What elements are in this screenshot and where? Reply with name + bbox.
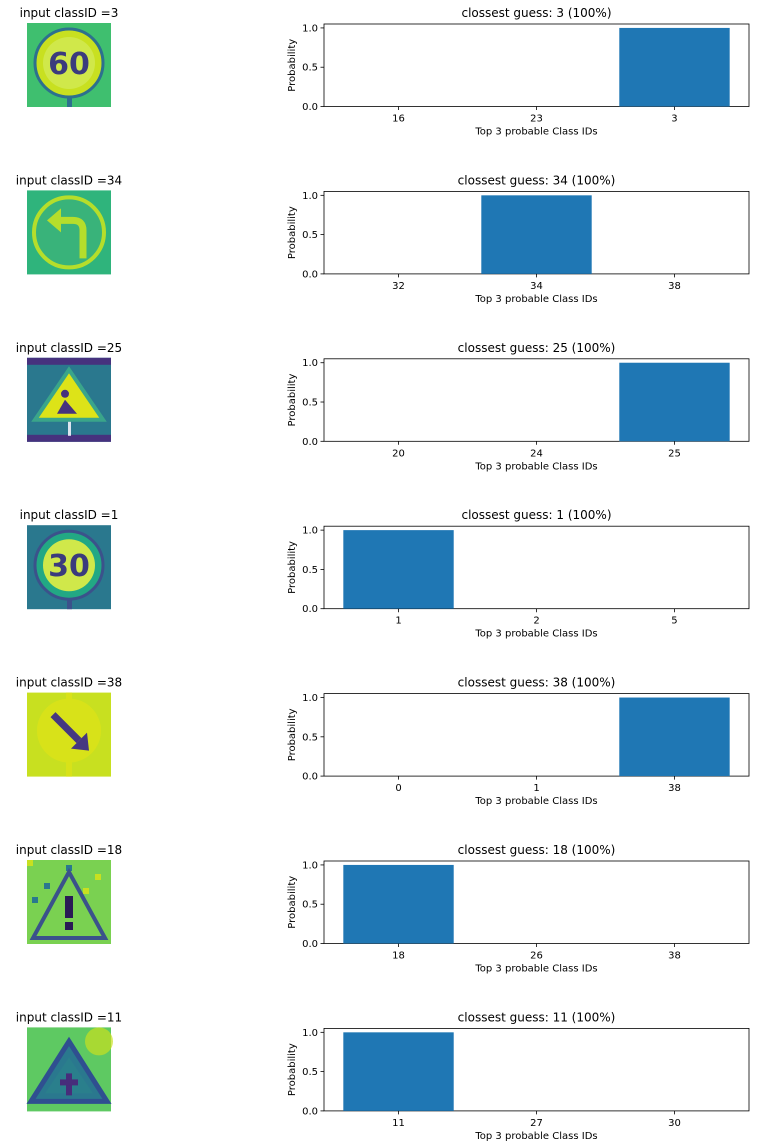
- bar: [481, 195, 592, 274]
- chart-title: clossest guess: 38 (100%): [458, 676, 616, 690]
- y-axis-label: Probability: [287, 39, 298, 92]
- x-tick-label: 23: [530, 114, 543, 125]
- x-tick-label: 30: [668, 1118, 681, 1129]
- panel-row: input classID =11 clossest guess: 11 (100…: [16, 1010, 750, 1142]
- chart-title: clossest guess: 34 (100%): [458, 173, 616, 187]
- x-axis-label: Top 3 probable Class IDs: [474, 1131, 597, 1142]
- input-image-title: input classID =25: [16, 341, 122, 355]
- x-tick-label: 1: [533, 783, 539, 794]
- x-axis-label: Top 3 probable Class IDs: [474, 796, 597, 807]
- x-tick-label: 20: [392, 448, 405, 459]
- y-tick-label: 0.5: [302, 63, 318, 74]
- y-tick-label: 1.0: [302, 860, 318, 871]
- y-tick-label: 0.5: [302, 732, 318, 743]
- y-tick-label: 1.0: [302, 191, 318, 202]
- y-tick-label: 1.0: [302, 693, 318, 704]
- input-image-title: input classID =3: [20, 6, 119, 20]
- x-axis-label: Top 3 probable Class IDs: [474, 964, 597, 975]
- traffic-sign-image: [27, 692, 111, 777]
- x-tick-label: 18: [392, 951, 405, 962]
- x-tick-label: 11: [392, 1118, 405, 1129]
- y-tick-label: 1.0: [302, 1028, 318, 1039]
- x-tick-label: 27: [530, 1118, 543, 1129]
- bar: [343, 1032, 454, 1111]
- chart-title: clossest guess: 18 (100%): [458, 843, 616, 857]
- y-tick-label: 0.0: [302, 939, 318, 950]
- chart-title: clossest guess: 1 (100%): [461, 508, 611, 522]
- bar: [619, 697, 730, 777]
- bar: [343, 864, 454, 944]
- panel-row: input classID =38 clossest guess: 38 (100…: [16, 676, 750, 807]
- x-axis-label: Top 3 probable Class IDs: [474, 294, 597, 305]
- x-tick-label: 26: [530, 951, 543, 962]
- y-tick-label: 0.5: [302, 1067, 318, 1078]
- y-tick-label: 0.0: [302, 269, 318, 280]
- y-tick-label: 0.0: [302, 772, 318, 783]
- x-tick-label: 25: [668, 448, 681, 459]
- traffic-sign-image: 60: [27, 23, 111, 107]
- y-tick-label: 0.0: [302, 437, 318, 448]
- chart-title: clossest guess: 3 (100%): [461, 6, 611, 20]
- traffic-sign-image: [27, 190, 111, 275]
- panel-row: input classID =1 30 clossest guess: 1 (100…: [20, 508, 750, 640]
- y-tick-label: 0.0: [302, 102, 318, 113]
- y-axis-label: Probability: [287, 876, 298, 929]
- y-tick-label: 0.0: [302, 1106, 318, 1117]
- x-axis-label: Top 3 probable Class IDs: [474, 461, 597, 472]
- x-tick-label: 34: [530, 281, 543, 292]
- bar: [343, 530, 454, 609]
- input-image-title: input classID =11: [16, 1010, 122, 1024]
- x-tick-label: 1: [395, 616, 401, 627]
- x-axis-label: Top 3 probable Class IDs: [474, 629, 597, 640]
- x-tick-label: 5: [671, 616, 677, 627]
- y-tick-label: 0.0: [302, 604, 318, 615]
- traffic-sign-image: [27, 357, 111, 442]
- panel-row: input classID =18 clossest guess: 18 (100…: [16, 843, 750, 975]
- y-axis-label: Probability: [287, 1043, 298, 1096]
- panel-row: input classID =34 clossest guess: 34 (100…: [16, 173, 750, 305]
- x-tick-label: 3: [671, 114, 677, 125]
- x-axis-label: Top 3 probable Class IDs: [474, 127, 597, 138]
- input-image-title: input classID =34: [16, 173, 122, 187]
- y-axis-label: Probability: [287, 541, 298, 594]
- x-tick-label: 32: [392, 281, 405, 292]
- x-tick-label: 38: [668, 281, 681, 292]
- y-tick-label: 0.5: [302, 398, 318, 409]
- input-image-title: input classID =38: [16, 676, 122, 690]
- x-tick-label: 0: [395, 783, 401, 794]
- svg-text:60: 60: [48, 47, 90, 82]
- chart-title: clossest guess: 11 (100%): [458, 1010, 616, 1024]
- y-axis-label: Probability: [287, 374, 298, 427]
- traffic-sign-image: [26, 1027, 113, 1112]
- chart-title: clossest guess: 25 (100%): [458, 341, 616, 355]
- panel-row: input classID =3 60 clossest guess: 3 (100…: [20, 6, 750, 138]
- y-tick-label: 0.5: [302, 565, 318, 576]
- svg-text:30: 30: [48, 549, 90, 584]
- y-tick-label: 1.0: [302, 358, 318, 369]
- x-tick-label: 38: [668, 783, 681, 794]
- input-image-title: input classID =1: [20, 508, 119, 522]
- x-tick-label: 24: [530, 448, 543, 459]
- y-tick-label: 1.0: [302, 526, 318, 537]
- traffic-sign-image: [27, 860, 111, 944]
- y-tick-label: 1.0: [302, 23, 318, 34]
- input-image-title: input classID =18: [16, 843, 122, 857]
- x-tick-label: 38: [668, 951, 681, 962]
- bar: [619, 27, 730, 107]
- y-tick-label: 0.5: [302, 900, 318, 911]
- y-axis-label: Probability: [287, 206, 298, 259]
- x-tick-label: 16: [392, 114, 405, 125]
- bar: [619, 362, 730, 442]
- y-tick-label: 0.5: [302, 230, 318, 241]
- traffic-sign-image: 30: [27, 525, 111, 610]
- y-axis-label: Probability: [287, 708, 298, 761]
- x-tick-label: 2: [533, 616, 539, 627]
- panel-row: input classID =25 clossest guess: 25 (100…: [16, 341, 750, 472]
